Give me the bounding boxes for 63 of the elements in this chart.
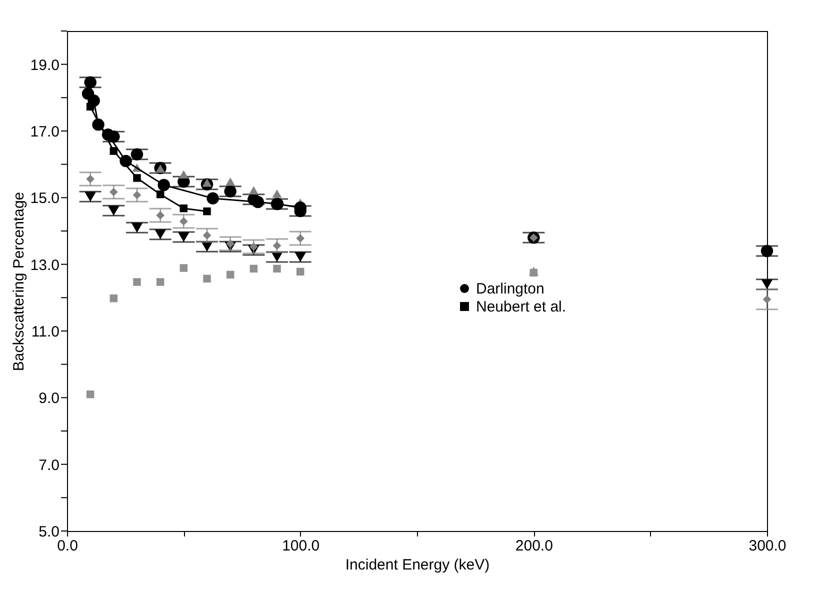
legend-label: Neubert et al.	[476, 298, 566, 316]
point	[248, 186, 258, 194]
point	[202, 231, 212, 240]
point	[252, 196, 264, 208]
x-axis-title: Incident Energy (keV)	[345, 556, 490, 574]
point	[296, 234, 305, 243]
point	[203, 274, 211, 283]
point	[180, 264, 188, 272]
y-tick-label: 19.0	[30, 56, 60, 74]
point	[226, 239, 235, 248]
y-tick-label: 17.0	[30, 124, 60, 140]
point	[202, 178, 212, 187]
point	[273, 264, 281, 273]
point	[109, 188, 118, 196]
point	[133, 174, 141, 182]
point	[180, 204, 188, 212]
point	[760, 244, 774, 258]
x-tick-label: 100.0	[282, 538, 320, 554]
point	[156, 211, 165, 220]
y-tick-label: 13.0	[30, 256, 60, 274]
point	[249, 242, 258, 251]
point	[86, 102, 94, 111]
point	[206, 192, 219, 204]
point	[86, 174, 95, 184]
point	[158, 178, 170, 192]
x-tick-label: 300.0	[748, 538, 786, 554]
point	[296, 268, 304, 276]
y-axis-title: Backscattering Percentage	[10, 192, 28, 372]
point	[154, 229, 166, 240]
point	[131, 222, 143, 233]
point	[110, 294, 118, 302]
point	[294, 252, 306, 262]
y-tick-label: 7.0	[38, 456, 60, 474]
point	[84, 76, 96, 88]
y-tick-label: 11.0	[31, 324, 60, 340]
point	[224, 185, 236, 198]
point	[156, 190, 164, 198]
point	[762, 295, 772, 304]
y-tick-label: 15.0	[30, 190, 60, 208]
point	[761, 279, 773, 290]
point	[86, 390, 94, 398]
point	[132, 190, 142, 200]
y-tick-label: 5.0	[38, 524, 60, 540]
point	[226, 270, 234, 279]
point	[178, 232, 190, 242]
point	[250, 264, 258, 273]
point	[203, 207, 211, 216]
point	[133, 278, 141, 286]
point	[272, 241, 282, 250]
x-tick-label: 0.0	[57, 538, 78, 554]
point	[178, 170, 188, 178]
point	[179, 217, 188, 226]
point	[226, 178, 236, 186]
point	[130, 148, 144, 160]
legend-label: Darlington	[476, 280, 544, 298]
point	[156, 278, 164, 286]
x-tick-label: 200.0	[515, 538, 553, 554]
point	[84, 192, 96, 202]
point	[108, 206, 120, 216]
y-tick-label: 9.0	[38, 390, 60, 408]
point	[110, 147, 118, 155]
point	[156, 164, 166, 173]
point	[272, 190, 282, 198]
